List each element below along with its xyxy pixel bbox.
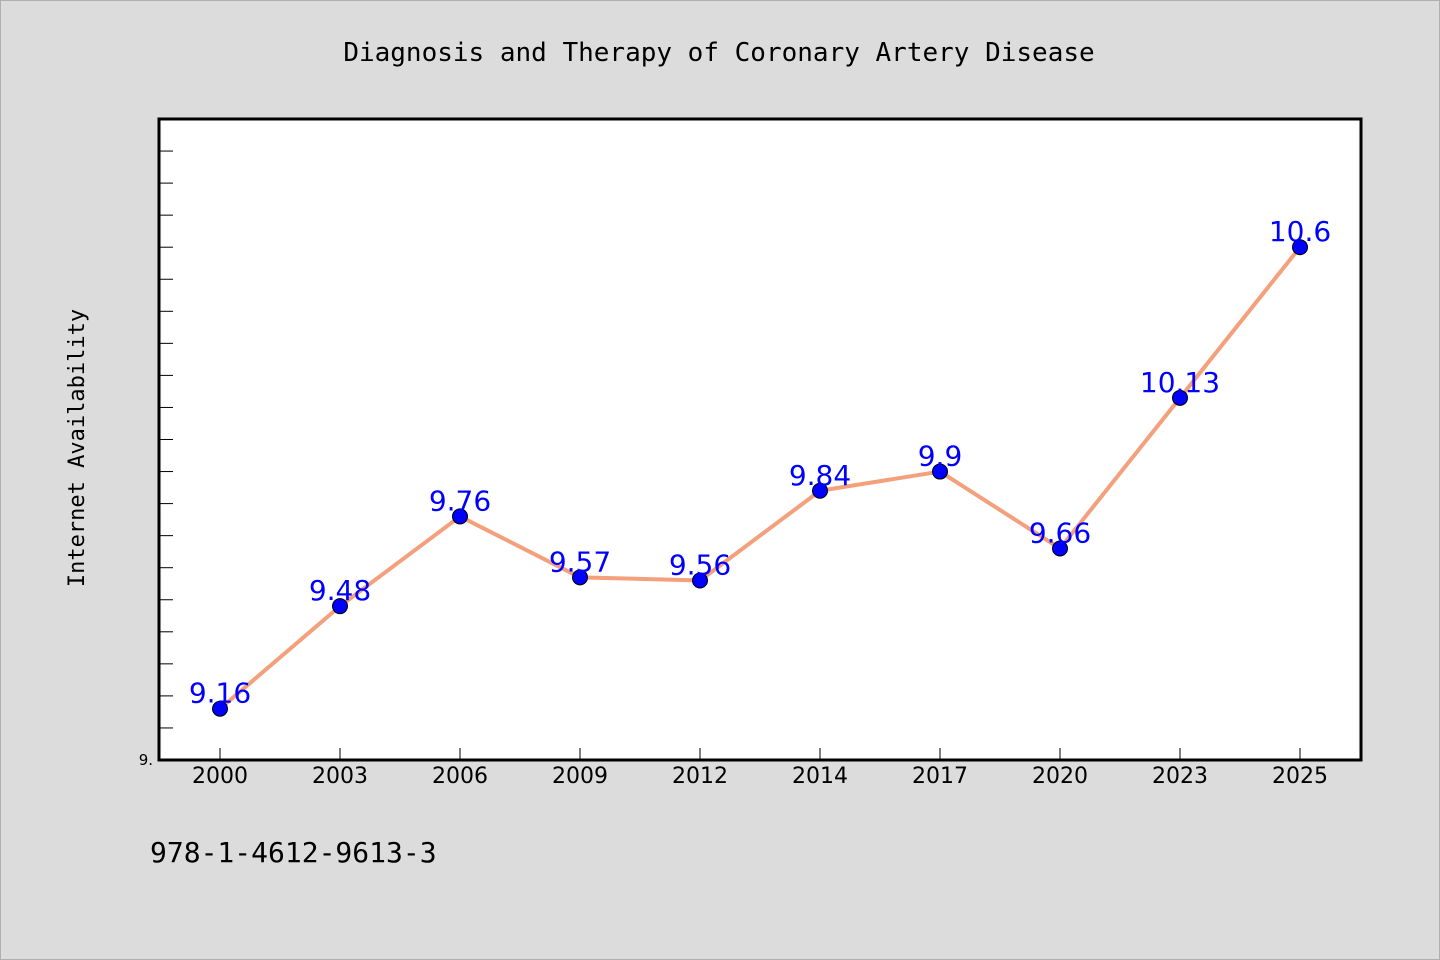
plot-area: [157, 117, 1363, 762]
data-label: 9.84: [789, 459, 851, 492]
x-tick-label: 2000: [192, 764, 248, 789]
data-label: 9.66: [1029, 516, 1091, 549]
data-point: [572, 569, 588, 586]
x-axis-ticks: 2000 2003 2006 2009 2012 2014 2017 2020 2023 2025: [192, 748, 1328, 789]
data-point: [812, 482, 828, 499]
data-label: 9.16: [189, 677, 251, 710]
data-label: 10.6: [1269, 215, 1331, 248]
x-tick-label: 2025: [1272, 764, 1328, 789]
data-point: [1292, 239, 1308, 256]
x-tick-label: 2009: [552, 764, 608, 789]
y-tick-label: 9.: [139, 751, 153, 769]
data-point: [692, 572, 708, 589]
x-tick-label: 2023: [1152, 764, 1208, 789]
data-label: 9.9: [918, 440, 963, 473]
x-tick-label: 2014: [792, 764, 848, 789]
data-point: [932, 463, 948, 480]
series-group: [212, 239, 1308, 717]
y-axis-ticks: 9.: [139, 150, 173, 769]
x-tick-label: 2012: [672, 764, 728, 789]
data-label: 9.57: [549, 545, 611, 578]
data-label: 9.48: [309, 574, 371, 607]
x-tick-label: 2003: [312, 764, 368, 789]
chart-title: Diagnosis and Therapy of Coronary Artery…: [343, 38, 1094, 68]
data-point: [1052, 540, 1068, 557]
data-point: [1172, 389, 1188, 406]
x-tick-label: 2017: [912, 764, 968, 789]
data-point: [332, 598, 348, 615]
data-label: 10.13: [1140, 366, 1220, 399]
series-line: [218, 245, 1302, 711]
data-label: 9.76: [429, 484, 491, 517]
data-point: [452, 508, 468, 525]
y-axis-label: Internet Availability: [65, 309, 90, 587]
data-labels-group: 9.16 9.48 9.76 9.57 9.56 9.84 9.9 9.66 10.13 10.6: [189, 215, 1331, 710]
x-tick-label: 2006: [432, 764, 488, 789]
data-label: 9.56: [669, 549, 731, 582]
x-tick-label: 2020: [1032, 764, 1088, 789]
isbn-footer: 978-1-4612-9613-3: [150, 836, 437, 869]
data-point: [212, 700, 228, 717]
